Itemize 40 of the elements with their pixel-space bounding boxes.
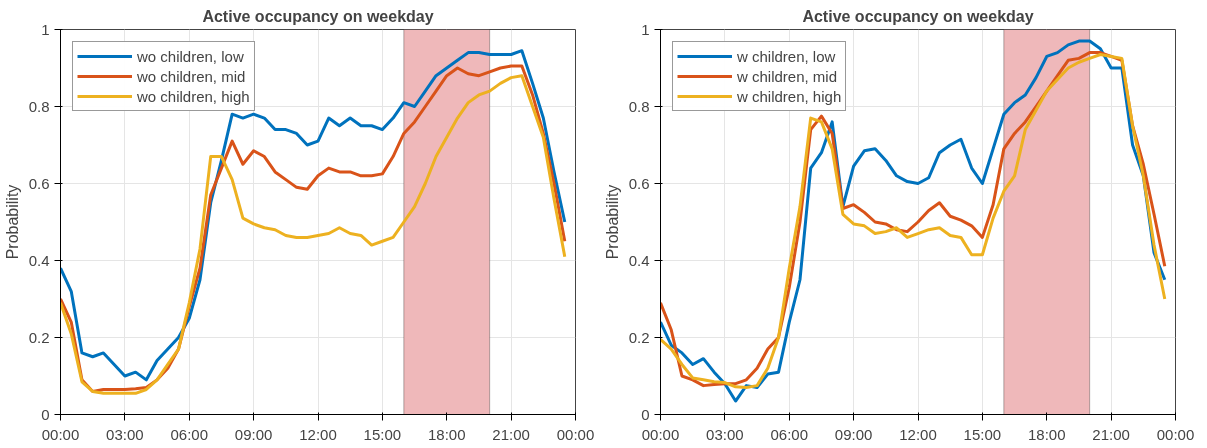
x-tick-label: 09:00: [834, 425, 873, 443]
y-tick-label: 0.2: [628, 328, 650, 346]
x-tick-label: 00:00: [1156, 425, 1195, 443]
y-tick-label: 0.8: [28, 97, 50, 115]
legend-label: wo children, low: [137, 47, 244, 65]
x-tick-label: 09:00: [234, 425, 273, 443]
x-tick-label: 15:00: [363, 425, 402, 443]
y-tick-label: 1: [641, 20, 650, 38]
x-tick-label: 00:00: [641, 425, 680, 443]
y-axis-title: Probability: [3, 184, 21, 260]
y-tick-label: 0: [41, 405, 50, 423]
y-tick-label: 0.6: [628, 174, 650, 192]
x-tick-label: 18:00: [427, 425, 466, 443]
legend-label: w children, high: [737, 87, 842, 105]
y-tick-label: 1: [41, 20, 50, 38]
y-tick-label: 0.4: [628, 251, 650, 269]
chart-title: Active occupancy on weekday: [202, 7, 434, 25]
y-tick-label: 0.6: [28, 174, 50, 192]
legend-label: wo children, high: [137, 87, 250, 105]
legend-label: wo children, mid: [137, 67, 246, 85]
x-tick-label: 15:00: [963, 425, 1002, 443]
x-tick-label: 21:00: [492, 425, 530, 443]
y-tick-label: 0.2: [28, 328, 50, 346]
y-tick-label: 0: [641, 405, 650, 423]
x-tick-label: 03:00: [106, 425, 144, 443]
x-tick-label: 12:00: [299, 425, 337, 443]
x-tick-label: 00:00: [41, 425, 80, 443]
x-tick-label: 03:00: [706, 425, 744, 443]
x-tick-label: 06:00: [170, 425, 209, 443]
y-tick-label: 0.8: [628, 97, 650, 115]
chart-title: Active occupancy on weekday: [802, 7, 1034, 25]
legend-label: w children, mid: [737, 67, 838, 85]
legend-label: w children, low: [737, 47, 836, 65]
y-axis-title: Probability: [603, 184, 621, 260]
x-tick-label: 00:00: [556, 425, 595, 443]
x-tick-label: 06:00: [770, 425, 809, 443]
y-tick-label: 0.4: [28, 251, 50, 269]
x-tick-label: 12:00: [899, 425, 937, 443]
x-tick-label: 21:00: [1092, 425, 1130, 443]
x-tick-label: 18:00: [1027, 425, 1066, 443]
